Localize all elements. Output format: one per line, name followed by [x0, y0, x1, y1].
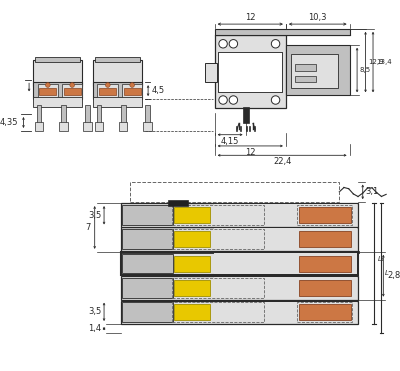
Bar [64, 88, 81, 95]
Bar [214, 277, 357, 299]
Circle shape [271, 40, 280, 48]
Bar [144, 122, 152, 131]
Bar [33, 97, 82, 106]
Bar [286, 45, 350, 95]
Bar [214, 253, 357, 274]
Bar [33, 60, 82, 86]
Bar [292, 54, 338, 88]
Bar [93, 82, 142, 99]
Bar [215, 35, 286, 108]
Text: 2,8: 2,8 [387, 271, 400, 280]
Bar [36, 105, 41, 124]
Bar [121, 276, 358, 300]
Text: 4,15: 4,15 [221, 137, 239, 145]
Bar [295, 76, 316, 82]
Circle shape [70, 83, 74, 87]
Bar [121, 252, 358, 275]
Text: 1,4: 1,4 [88, 324, 101, 333]
Circle shape [106, 83, 110, 87]
Bar [168, 200, 188, 206]
Bar [299, 256, 350, 272]
Bar [96, 105, 101, 124]
Text: 3,5: 3,5 [88, 211, 101, 220]
Bar [39, 88, 56, 95]
Bar [98, 84, 118, 97]
Text: 12,9: 12,9 [368, 59, 384, 65]
Text: 3,1: 3,1 [366, 187, 379, 196]
Bar [59, 122, 68, 131]
Bar [122, 205, 174, 225]
Bar [205, 63, 216, 82]
Circle shape [219, 96, 227, 104]
Text: L: L [385, 270, 389, 276]
Bar [119, 122, 128, 131]
Bar [122, 229, 174, 249]
Text: 12: 12 [245, 13, 256, 22]
Bar [174, 304, 210, 320]
Bar [243, 106, 249, 124]
Text: 8,5: 8,5 [360, 67, 371, 73]
Circle shape [219, 40, 227, 48]
Bar [297, 302, 352, 322]
Bar [121, 203, 358, 227]
Bar [299, 280, 350, 296]
Bar [122, 254, 174, 273]
Bar [93, 97, 142, 106]
Bar [214, 302, 357, 323]
Bar [99, 88, 116, 95]
Bar [172, 278, 264, 298]
Bar [35, 57, 80, 62]
Bar [145, 105, 150, 124]
Text: 12: 12 [245, 148, 256, 157]
Bar [61, 105, 66, 124]
Bar [122, 278, 174, 298]
Bar [122, 302, 174, 322]
Circle shape [229, 96, 238, 104]
Bar [172, 205, 264, 225]
Bar [84, 122, 92, 131]
Bar [95, 57, 140, 62]
Bar [295, 65, 316, 71]
Text: 10,3: 10,3 [308, 13, 327, 22]
Bar [174, 231, 210, 247]
Text: 3,5: 3,5 [88, 307, 101, 316]
Circle shape [130, 83, 134, 87]
Text: 13,4: 13,4 [376, 59, 392, 65]
Bar [122, 84, 142, 97]
Circle shape [46, 83, 50, 87]
Bar [174, 280, 210, 296]
Bar [172, 229, 264, 249]
Text: 22,4: 22,4 [273, 157, 291, 166]
Bar [85, 105, 90, 124]
Bar [130, 181, 339, 202]
Bar [299, 304, 350, 320]
Text: 4,5: 4,5 [152, 86, 165, 95]
Text: 4,35: 4,35 [0, 118, 18, 127]
Bar [121, 105, 126, 124]
Bar [172, 302, 264, 322]
Bar [95, 122, 103, 131]
Bar [218, 52, 282, 92]
Bar [174, 256, 210, 272]
Bar [174, 207, 210, 223]
Bar [218, 52, 282, 92]
Bar [35, 122, 43, 131]
Bar [124, 88, 141, 95]
Circle shape [229, 40, 238, 48]
Circle shape [271, 96, 280, 104]
Bar [93, 60, 142, 86]
Bar [62, 84, 82, 97]
Bar [33, 82, 82, 99]
Bar [214, 204, 357, 226]
Bar [215, 29, 350, 35]
Bar [297, 205, 352, 225]
Bar [121, 301, 358, 324]
Bar [38, 84, 58, 97]
Text: L₁: L₁ [378, 256, 384, 262]
Text: 7: 7 [86, 223, 91, 232]
Bar [299, 231, 350, 247]
Bar [121, 227, 358, 251]
Bar [299, 207, 350, 223]
Bar [214, 229, 357, 250]
